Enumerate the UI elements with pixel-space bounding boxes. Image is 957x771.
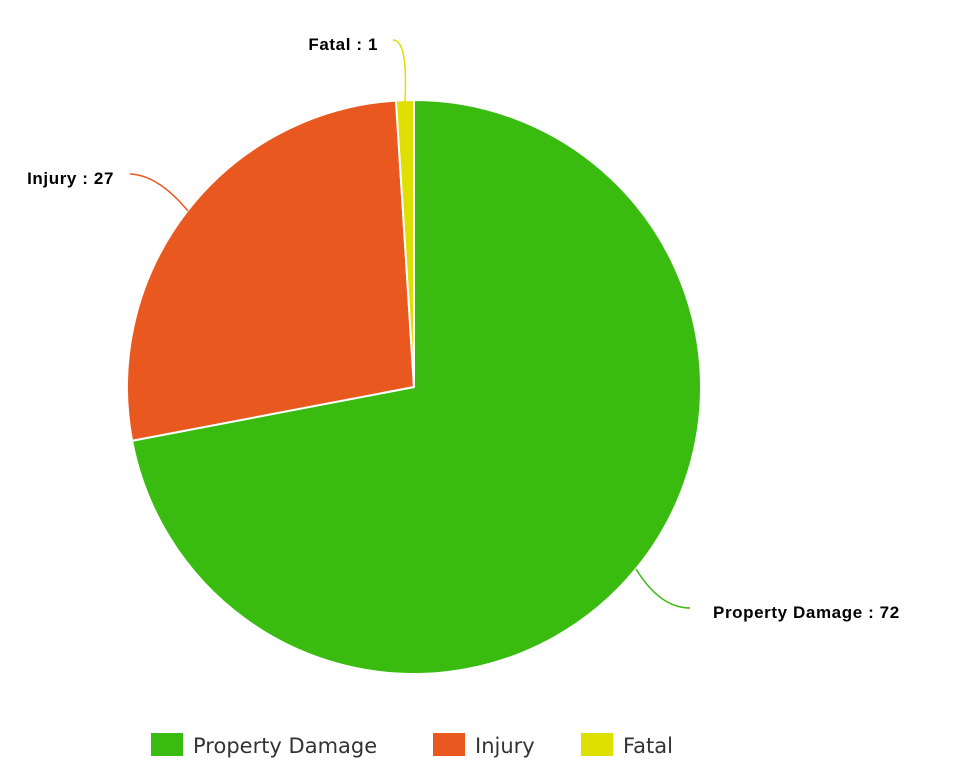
connector-fatal <box>392 39 407 102</box>
label-connectors <box>129 39 691 609</box>
legend-swatch-injury <box>433 733 465 756</box>
pie-slice-property-damage[interactable] <box>131 99 702 675</box>
legend-swatch-fatal <box>581 733 613 756</box>
data-label-fatal: Fatal : 1 <box>308 35 378 54</box>
legend-label-property-damage: Property Damage <box>193 734 377 758</box>
legend-label-fatal: Fatal <box>623 734 673 758</box>
pie-slices <box>126 99 702 675</box>
pie-slice-injury[interactable] <box>126 99 415 442</box>
data-labels: Property Damage : 72 Injury : 27 Fatal : 1 <box>27 35 900 622</box>
data-label-injury: Injury : 27 <box>27 169 114 188</box>
legend-item-fatal[interactable]: Fatal <box>581 733 673 758</box>
legend-item-property-damage[interactable]: Property Damage <box>151 733 377 758</box>
legend-label-injury: Injury <box>475 734 535 758</box>
connector-property-damage <box>635 568 691 609</box>
legend-swatch-property-damage <box>151 733 183 756</box>
legend-item-injury[interactable]: Injury <box>433 733 535 758</box>
legend: Property Damage Injury Fatal <box>151 733 673 758</box>
connector-injury <box>129 173 189 212</box>
data-label-property-damage: Property Damage : 72 <box>713 603 900 622</box>
